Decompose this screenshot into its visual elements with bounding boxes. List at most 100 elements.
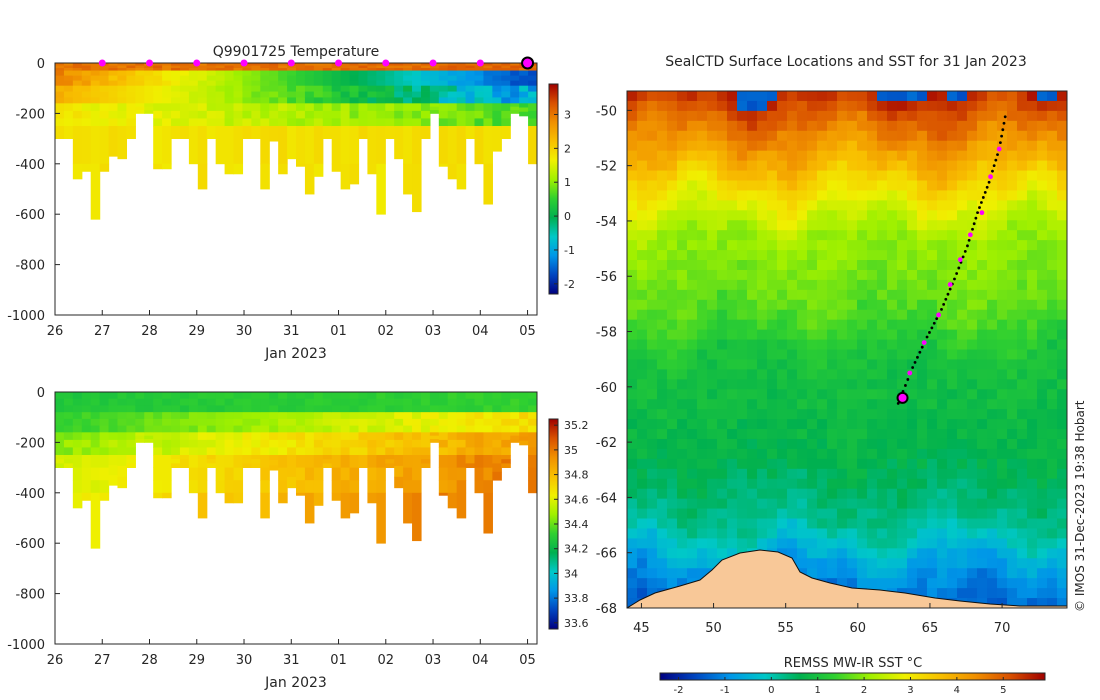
sst-cell (997, 538, 1008, 549)
sst-cell (827, 160, 838, 172)
sst-cell (757, 279, 768, 291)
sst-cell (737, 329, 748, 341)
sst-cell (977, 91, 988, 102)
sst-cell (1027, 180, 1038, 191)
sst-cell (657, 299, 668, 311)
sst-cell (807, 538, 818, 549)
profile-cell (519, 432, 529, 437)
sst-cell (917, 299, 928, 311)
sst-cell (917, 140, 928, 152)
profile-cell (135, 425, 145, 433)
profile-cell (385, 455, 395, 460)
sst-cell (717, 269, 728, 281)
profile-cell (278, 432, 288, 441)
track-point (904, 384, 907, 387)
profile-cell (438, 480, 449, 494)
sst-cell (637, 260, 648, 271)
sst-cell (647, 468, 658, 480)
sst-cell (717, 220, 728, 231)
sst-cell (657, 279, 668, 291)
sst-cell (687, 110, 698, 122)
profile-cell (99, 103, 110, 112)
sst-cell (1007, 349, 1018, 360)
sst-cell (817, 279, 828, 291)
sst-cell (977, 448, 988, 460)
sst-cell (967, 528, 978, 539)
profile-cell (72, 97, 83, 104)
sst-cell (1057, 598, 1067, 608)
profile-cell (72, 75, 83, 82)
sst-colorbar: -2 -1 0 1 2 3 4 5 (659, 672, 1046, 696)
sst-cell (1017, 438, 1028, 450)
sst-cell (857, 250, 868, 261)
sst-cell (897, 448, 908, 460)
profile-cell (233, 70, 244, 76)
sst-cell (677, 200, 688, 211)
sst-cell (727, 538, 738, 549)
sst-cell (997, 488, 1008, 500)
sst-cell (917, 319, 928, 331)
sst-cell (907, 250, 918, 261)
sst-cell (767, 498, 778, 510)
profile-cell (153, 480, 163, 494)
sst-cell (697, 140, 708, 152)
sst-cell (1037, 110, 1048, 122)
sst-cell (647, 100, 658, 112)
sst-cell (667, 359, 678, 370)
sst-cell (627, 100, 638, 112)
sst-cell (747, 528, 758, 539)
profile-cell (81, 455, 92, 468)
profile-cell (296, 467, 306, 481)
sst-cell (817, 140, 828, 152)
sst-cell (997, 240, 1008, 251)
sst-cell (947, 508, 958, 520)
sst-cell (717, 160, 728, 172)
sst-cell (1047, 538, 1058, 549)
sst-cell (837, 389, 848, 400)
sst-cell (807, 528, 818, 539)
sst-cell (737, 160, 748, 172)
profile-cell (197, 65, 208, 69)
x-tick-label: 03 (425, 653, 442, 668)
track-point (1000, 134, 1004, 138)
sst-cell (727, 409, 738, 420)
profile-cell (483, 163, 493, 205)
profile-cell (376, 447, 386, 456)
sst-cell (937, 339, 948, 350)
profile-cell (260, 91, 270, 98)
sst-cell (797, 200, 808, 211)
profile-cell (322, 75, 333, 82)
map-x-tick-label: 70 (994, 621, 1011, 636)
sst-cell (927, 140, 938, 152)
sst-cell (947, 319, 958, 331)
profile-cell (251, 447, 261, 456)
sst-cell (707, 429, 718, 440)
track-point (932, 321, 936, 325)
sst-cell (967, 399, 978, 410)
sst-cell (627, 150, 638, 162)
profile-cell (304, 85, 315, 92)
sst-cell (787, 389, 798, 400)
sst-cell (707, 299, 718, 311)
profile-cell (340, 447, 351, 456)
sst-cell (757, 488, 768, 500)
sst-cell (767, 91, 778, 102)
profile-cell (135, 103, 145, 108)
profile-cell (188, 480, 199, 494)
profile-cell (108, 412, 119, 420)
profile-cell (63, 392, 74, 400)
sst-cell (807, 120, 818, 132)
sst-cell (647, 190, 658, 201)
sst-cell (687, 438, 698, 450)
profile-cell (135, 439, 145, 443)
sst-cell (847, 319, 858, 331)
profile-cell (438, 455, 449, 468)
profile-cell (376, 75, 386, 82)
profile-cell (367, 80, 377, 87)
profile-cell (367, 70, 377, 76)
sst-cell (767, 250, 778, 261)
profile-cell (72, 447, 83, 456)
profile-cell (63, 65, 74, 69)
sst-cell (1047, 399, 1058, 410)
x-tick-label: 26 (47, 324, 64, 339)
